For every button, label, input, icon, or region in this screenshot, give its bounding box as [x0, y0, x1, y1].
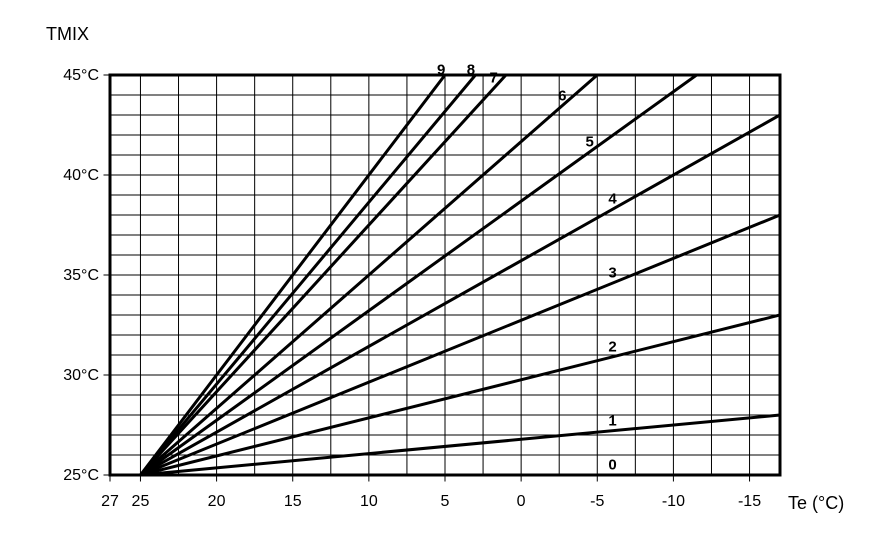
x-tick-label: 5: [441, 493, 450, 511]
x-tick-label: 25: [132, 493, 150, 511]
series-label-2: 2: [608, 338, 616, 355]
x-tick-label: 15: [284, 493, 302, 511]
y-tick-label: 35°C: [44, 267, 99, 285]
x-tick-label: -5: [590, 493, 604, 511]
x-axis-title-text: Te (°C): [788, 493, 844, 513]
series-label-3: 3: [608, 265, 616, 282]
x-tick-label: 0: [517, 493, 526, 511]
y-tick-label: 40°C: [44, 167, 99, 185]
x-tick-label: -10: [662, 493, 685, 511]
series-label-1: 1: [608, 412, 616, 429]
x-tick-label: 27: [101, 493, 119, 511]
y-tick-text: 45°C: [63, 67, 99, 84]
y-axis-title: TMIX: [46, 24, 89, 45]
y-tick-text: 25°C: [63, 467, 99, 484]
y-tick-label: 30°C: [44, 367, 99, 385]
chart-svg: [0, 0, 873, 559]
series-label-9: 9: [437, 62, 445, 79]
x-tick-label: 20: [208, 493, 226, 511]
y-tick-text: 35°C: [63, 267, 99, 284]
y-tick-text: 40°C: [63, 167, 99, 184]
x-tick-label: 10: [360, 493, 378, 511]
x-tick-label: -15: [738, 493, 761, 511]
series-label-4: 4: [608, 191, 616, 208]
y-tick-text: 30°C: [63, 367, 99, 384]
x-axis-title: Te (°C): [788, 493, 844, 514]
series-label-7: 7: [490, 70, 498, 87]
series-label-5: 5: [585, 133, 593, 150]
series-label-0: 0: [608, 457, 616, 474]
y-tick-label: 45°C: [44, 67, 99, 85]
y-tick-label: 25°C: [44, 467, 99, 485]
series-label-8: 8: [467, 62, 475, 79]
chart-container: TMIX 25°C 30°C 35°C 40°C 45°C 2725201510…: [0, 0, 873, 559]
series-label-6: 6: [558, 87, 566, 104]
